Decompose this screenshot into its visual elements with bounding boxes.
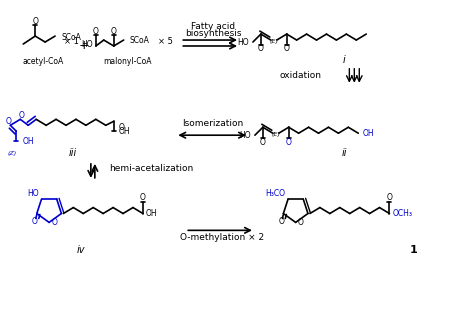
Text: 1: 1: [410, 245, 418, 255]
Text: (Z): (Z): [8, 151, 17, 156]
Text: O: O: [278, 217, 284, 226]
Text: O: O: [286, 138, 292, 146]
Text: O: O: [260, 138, 266, 146]
Text: O: O: [258, 44, 264, 54]
Text: SCoA: SCoA: [61, 33, 81, 42]
Text: H₃CO: H₃CO: [265, 189, 285, 198]
Text: × 1: × 1: [64, 37, 79, 45]
Text: O: O: [93, 27, 99, 36]
Text: iii: iii: [69, 148, 77, 158]
Text: Fatty acid: Fatty acid: [191, 22, 235, 31]
Text: O: O: [386, 193, 392, 202]
Text: O: O: [51, 218, 57, 227]
Text: OCH₃: OCH₃: [392, 209, 412, 218]
Text: OH: OH: [146, 209, 157, 218]
Text: ii: ii: [342, 148, 347, 158]
Text: OH: OH: [22, 137, 34, 146]
Text: Isomerization: Isomerization: [182, 119, 244, 128]
Text: (E): (E): [269, 38, 278, 44]
Text: O: O: [111, 27, 117, 36]
Text: OH: OH: [362, 129, 374, 138]
Text: O-methylation × 2: O-methylation × 2: [180, 233, 264, 242]
Text: O: O: [18, 111, 24, 120]
Text: acetyl-CoA: acetyl-CoA: [23, 57, 64, 66]
Text: O: O: [298, 218, 303, 227]
Text: (E): (E): [271, 132, 280, 137]
Text: × 5: × 5: [158, 37, 173, 45]
Text: HO: HO: [81, 40, 93, 49]
Text: HO: HO: [239, 131, 251, 140]
Text: malonyl-CoA: malonyl-CoA: [103, 57, 152, 66]
Text: O: O: [284, 44, 290, 54]
Text: i: i: [343, 55, 346, 65]
Text: iv: iv: [77, 245, 85, 255]
Text: HO: HO: [27, 189, 38, 198]
Text: O: O: [5, 117, 11, 126]
Text: OH: OH: [118, 127, 130, 136]
Text: +: +: [79, 39, 89, 53]
Text: biosynthesis: biosynthesis: [185, 28, 241, 38]
Text: O: O: [32, 17, 38, 26]
Text: oxidation: oxidation: [280, 71, 321, 80]
Text: O: O: [118, 123, 125, 132]
Text: O: O: [32, 217, 38, 226]
Text: hemi-acetalization: hemi-acetalization: [109, 164, 193, 173]
Text: O: O: [140, 193, 146, 202]
Text: HO: HO: [237, 38, 249, 47]
Text: SCoA: SCoA: [129, 36, 149, 44]
